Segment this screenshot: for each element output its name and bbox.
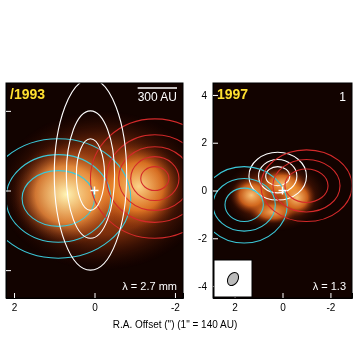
tick-label: 2 <box>232 302 238 313</box>
tick-label: 4 <box>201 90 207 101</box>
contour <box>225 188 263 221</box>
tick-label: -2 <box>171 302 180 313</box>
annotation: 300 AU <box>138 90 177 104</box>
emission-blob <box>249 200 297 224</box>
tick-mark <box>6 270 11 271</box>
contour <box>261 150 352 222</box>
tick: 2 <box>12 293 18 313</box>
x-axis-title: R.A. Offset (") (1" = 140 AU) <box>113 319 237 330</box>
contour <box>76 139 104 211</box>
star-marker <box>91 187 99 195</box>
contour <box>119 147 183 211</box>
tick: -2 <box>198 233 218 244</box>
tick-mark <box>283 293 284 298</box>
contour <box>54 83 126 270</box>
panel: 2 0 -2 4 2 0 -2 -4 1997 1 λ = 1.3 <box>198 83 352 313</box>
axis-line <box>7 293 184 299</box>
emission-blob <box>6 111 183 270</box>
x-axis: 2 0 -2 <box>7 293 184 313</box>
tick: 4 <box>201 90 218 101</box>
annotation: λ = 1.3 <box>313 280 346 292</box>
contour <box>66 111 114 238</box>
tick-label: -2 <box>326 302 335 313</box>
tick-label: 0 <box>92 302 98 313</box>
contour <box>266 167 290 186</box>
tick-mark <box>213 238 218 239</box>
plot-frame <box>6 83 183 298</box>
tick-mark <box>175 293 176 298</box>
beam <box>225 270 241 287</box>
tick-label: 0 <box>280 302 286 313</box>
axis-line <box>7 84 12 299</box>
tick: -2 <box>171 293 180 313</box>
tick-mark <box>14 293 15 298</box>
y-axis <box>6 84 11 299</box>
tick-mark <box>95 293 96 298</box>
contour <box>285 169 328 202</box>
tick: 2 <box>201 137 218 148</box>
contour <box>107 135 183 223</box>
contour <box>273 159 340 212</box>
contour <box>213 167 287 243</box>
tick: 0 <box>201 185 218 196</box>
tick-label: 2 <box>201 137 207 148</box>
contour <box>141 167 169 191</box>
contour <box>259 159 297 192</box>
annotation: 1 <box>339 90 346 104</box>
tick <box>6 111 11 112</box>
panel: 2 0 -2/1993 300 AU λ = 2.7 mm <box>0 79 219 313</box>
tick-mark <box>213 191 218 192</box>
plot-area <box>6 83 183 270</box>
star-marker <box>279 187 287 195</box>
plot-frame <box>213 83 352 298</box>
panel-title: 1997 <box>217 86 248 102</box>
contour <box>213 179 275 232</box>
tick: 0 <box>92 293 98 313</box>
panel-title: /1993 <box>10 86 45 102</box>
tick: -2 <box>326 293 335 313</box>
contour <box>131 157 179 201</box>
contour <box>6 155 111 243</box>
plot-area <box>213 150 352 243</box>
tick <box>6 191 11 192</box>
figure: 2 0 -2/1993 300 AU λ = 2.7 mm R.A. Offset (")… <box>0 0 356 364</box>
plot-background <box>213 83 352 298</box>
tick-mark <box>213 143 218 144</box>
tick-label: 0 <box>201 185 207 196</box>
tick-mark <box>6 111 11 112</box>
tick-label: 2 <box>12 302 18 313</box>
scale-bar <box>138 87 177 89</box>
tick-mark <box>330 293 331 298</box>
tick-label: -4 <box>198 281 207 292</box>
tick-mark <box>6 191 11 192</box>
tick <box>6 270 11 271</box>
tick-label: -2 <box>198 233 207 244</box>
beam-box <box>214 260 252 297</box>
annotation: λ = 2.7 mm <box>122 280 177 292</box>
tick: 0 <box>280 293 286 313</box>
